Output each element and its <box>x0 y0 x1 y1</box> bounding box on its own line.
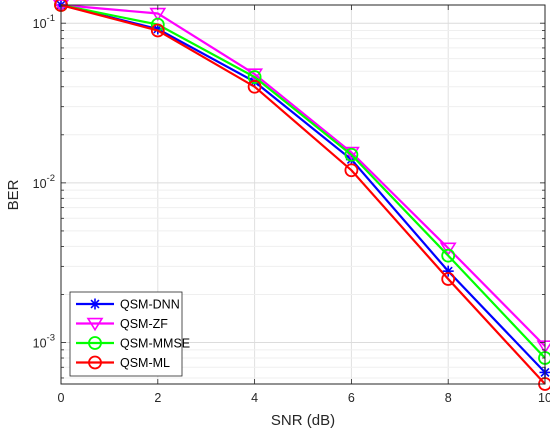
legend-item-qsm-ml: QSM-ML <box>76 355 170 370</box>
marker-circle <box>150 23 165 38</box>
legend-label: QSM-ML <box>120 356 170 370</box>
marker-circle <box>88 355 102 370</box>
marker-circle <box>441 272 456 286</box>
axes: 0 2 4 6 8 10 10-1 10-2 10-3 <box>33 4 550 405</box>
legend-label: QSM-DNN <box>120 298 180 312</box>
series-line <box>60 3 546 359</box>
marker-circle <box>344 163 359 178</box>
series-layer <box>52 0 550 391</box>
x-axis-label: SNR (dB) <box>271 412 335 429</box>
x-tick-label: 6 <box>348 391 355 405</box>
x-tick-label: 4 <box>251 391 258 405</box>
legend-item-qsm-zf: QSM-ZF <box>76 317 168 332</box>
y-tick-label: 10-3 <box>33 333 55 351</box>
series-line <box>60 3 546 374</box>
y-axis-label: BER <box>5 179 22 210</box>
legend: QSM-DNN QSM-ZF QSM-MMSE QSM-ML <box>69 291 190 377</box>
x-tick-label: 10 <box>538 391 550 405</box>
marker-circle <box>88 336 102 350</box>
marker-circle <box>441 248 456 263</box>
legend-item-qsm-mmse: QSM-MMSE <box>76 336 190 351</box>
y-tick-label: 10-2 <box>33 173 55 191</box>
marker-triangle <box>439 242 457 256</box>
marker-circle <box>344 147 359 162</box>
marker-circle <box>247 70 262 84</box>
series-line <box>60 3 546 385</box>
legend-label: QSM-MMSE <box>120 337 190 351</box>
series-line <box>60 3 546 347</box>
legend-label: QSM-ZF <box>120 317 168 331</box>
marker-asterisk <box>90 299 100 309</box>
x-tick-label: 2 <box>154 391 161 405</box>
marker-triangle <box>86 317 104 332</box>
y-tick-label: 10-1 <box>33 13 55 31</box>
x-tick-label: 0 <box>58 391 65 405</box>
x-tick-label: 8 <box>445 391 452 405</box>
axes-frame <box>60 4 546 385</box>
marker-circle <box>247 79 262 94</box>
legend-item-qsm-dnn: QSM-DNN <box>76 298 180 312</box>
